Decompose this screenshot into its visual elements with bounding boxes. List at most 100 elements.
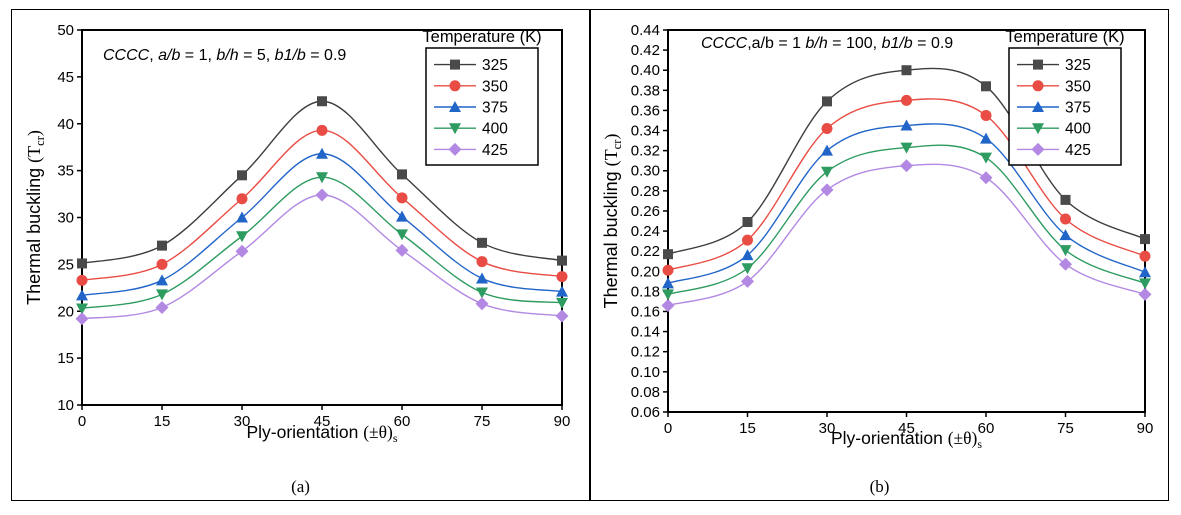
data-point-350 <box>396 192 408 204</box>
y-tick-label: 0.30 <box>631 163 660 180</box>
plot-annotation: CCCC,a/b = 1 b/h = 100, b1/b = 0.9 <box>701 35 953 52</box>
data-point-325 <box>663 249 673 260</box>
legend-marker-400 <box>1032 123 1044 135</box>
data-point-400 <box>980 152 992 164</box>
legend-title: Temperature (K) <box>422 28 541 46</box>
y-tick-label: 0.20 <box>631 263 660 280</box>
y-tick-label: 45 <box>57 69 74 86</box>
panel-divider <box>589 10 591 500</box>
data-point-400 <box>476 287 488 299</box>
data-point-350 <box>742 234 753 246</box>
data-point-375 <box>156 274 168 286</box>
y-tick-label: 50 <box>57 22 74 39</box>
legend-marker-325 <box>1033 59 1043 70</box>
data-point-425 <box>741 274 754 288</box>
data-point-325 <box>901 65 912 76</box>
y-axis-label: Thermal buckling (Tcr) <box>24 130 47 305</box>
x-tick-label: 0 <box>78 413 86 430</box>
y-tick-label: 0.34 <box>631 123 660 140</box>
data-point-375 <box>662 277 674 289</box>
data-point-425 <box>820 183 834 197</box>
caption-b: (b) <box>869 477 890 496</box>
chart-panel-a: 0 15 30 45 60 75 90 10 15 20 25 30 35 40 45 50 Ply-orien… <box>12 10 589 500</box>
data-point-375 <box>316 147 328 159</box>
data-point-325 <box>77 258 87 269</box>
x-tick-label: 30 <box>234 413 251 430</box>
data-point-350 <box>236 193 248 205</box>
y-tick-label: 0.12 <box>631 344 660 361</box>
y-tick-label: 15 <box>57 350 74 367</box>
data-point-375 <box>396 210 408 222</box>
chart-b: 0 15 30 45 60 75 90 0.06 0.08 0.10 0.12 0.14 0.16 0.1… <box>601 22 1153 451</box>
y-tick-label: 0.38 <box>631 82 660 99</box>
x-axis-label: Ply-orientation (±θ)s <box>246 422 397 445</box>
y-tick-label: 30 <box>57 210 74 227</box>
y-tick-label: 0.28 <box>631 183 660 200</box>
chart-panel-b: 0 15 30 45 60 75 90 0.06 0.08 0.10 0.12 0.14 0.16 0.1… <box>591 10 1168 500</box>
legend: Temperature (K) 325 350 375 400 425 <box>1005 28 1125 166</box>
data-point-325 <box>981 81 991 92</box>
legend-item-350: 350 <box>1017 78 1091 95</box>
data-point-325 <box>477 237 487 248</box>
data-point-375 <box>476 272 488 284</box>
data-point-425 <box>979 171 993 185</box>
y-tick-label: 40 <box>57 116 74 133</box>
legend-item-350: 350 <box>434 78 508 95</box>
data-point-350 <box>901 94 912 106</box>
legend-marker-400 <box>449 123 461 135</box>
data-point-325 <box>822 96 832 107</box>
data-point-425 <box>235 244 249 258</box>
data-point-425 <box>475 297 489 311</box>
y-tick-label: 0.40 <box>631 62 660 79</box>
legend-label-425: 425 <box>1065 142 1091 159</box>
y-tick-label: 0.42 <box>631 42 660 59</box>
data-point-325 <box>1060 194 1071 205</box>
data-point-400 <box>156 289 168 301</box>
chart-a: 0 15 30 45 60 75 90 10 15 20 25 30 35 40 45 50 Ply-orien… <box>24 22 570 445</box>
y-tick-label: 0.44 <box>631 22 660 39</box>
legend-item-425: 425 <box>434 142 508 159</box>
legend-marker-425 <box>1031 142 1045 156</box>
data-point-400 <box>1139 278 1151 290</box>
data-point-400 <box>236 231 248 243</box>
legend-label-325: 325 <box>1065 57 1091 74</box>
data-point-375 <box>980 132 992 144</box>
data-point-350 <box>662 264 674 276</box>
x-tick-label: 75 <box>1057 420 1074 437</box>
series-line-425 <box>667 163 1146 307</box>
x-tick-label: 15 <box>154 413 171 430</box>
legend-title: Temperature (K) <box>1005 28 1124 46</box>
y-tick-label: 10 <box>57 397 74 414</box>
data-point-425 <box>75 312 89 326</box>
legend-marker-375 <box>1032 101 1044 112</box>
legend-label-350: 350 <box>1065 78 1091 95</box>
data-point-325 <box>557 255 567 266</box>
data-point-400 <box>396 229 408 241</box>
data-point-425 <box>900 159 913 173</box>
data-point-375 <box>76 289 88 301</box>
y-tick-label: 0.26 <box>631 203 660 220</box>
legend-item-375: 375 <box>434 100 508 117</box>
x-tick-label: 60 <box>978 420 995 437</box>
data-point-350 <box>1060 213 1071 225</box>
legend-item-325: 325 <box>1017 57 1091 74</box>
data-point-350 <box>316 124 328 136</box>
data-point-350 <box>821 123 833 135</box>
data-point-350 <box>76 274 88 286</box>
data-point-425 <box>1059 257 1072 271</box>
data-point-425 <box>395 243 409 257</box>
data-point-350 <box>980 109 992 121</box>
legend-item-325: 325 <box>434 57 508 74</box>
data-point-325 <box>742 217 753 228</box>
caption-a: (a) <box>291 477 310 496</box>
legend-marker-425 <box>448 142 462 156</box>
legend-marker-375 <box>449 101 461 112</box>
data-point-325 <box>237 170 247 181</box>
data-point-375 <box>556 285 568 297</box>
x-tick-label: 15 <box>739 420 756 437</box>
legend-label-400: 400 <box>482 121 508 138</box>
legend-label-400: 400 <box>1065 121 1091 138</box>
y-tick-label: 0.06 <box>631 404 660 421</box>
y-tick-label: 0.24 <box>631 223 660 240</box>
x-tick-label: 75 <box>474 413 491 430</box>
